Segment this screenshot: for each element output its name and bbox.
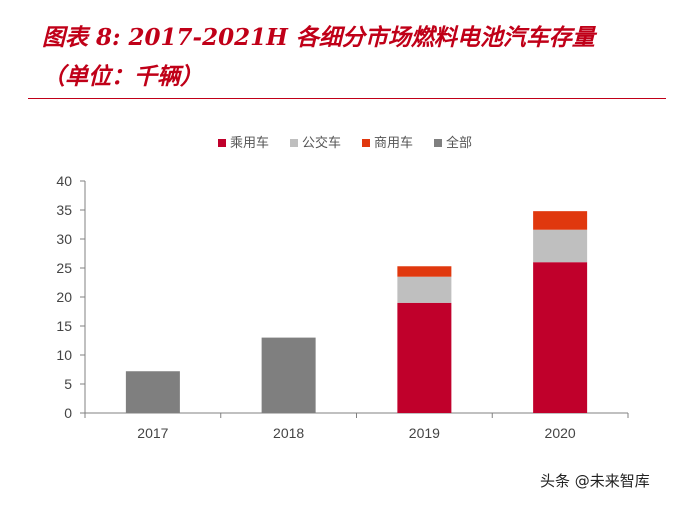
chart-title: 图表 8: 2017-2021H 各细分市场燃料电池汽车存量 （单位：千辆） <box>42 18 672 96</box>
chart-title-line-1: 图表 8: 2017-2021H 各细分市场燃料电池汽车存量 <box>42 24 595 51</box>
bar-2020-商用车 <box>533 211 588 230</box>
y-tick-label: 5 <box>64 376 72 392</box>
y-tick-label: 25 <box>56 260 72 276</box>
bar-2017-全部 <box>125 371 180 413</box>
x-tick-label: 2018 <box>273 425 304 441</box>
legend-swatch-全部 <box>434 139 442 147</box>
watermark: 头条 @未来智库 <box>540 472 650 490</box>
x-tick-label: 2017 <box>137 425 168 441</box>
y-tick-label: 0 <box>64 405 72 421</box>
title-divider <box>28 98 666 99</box>
x-tick-label: 2019 <box>409 425 440 441</box>
y-tick-label: 10 <box>56 347 72 363</box>
y-tick-label: 40 <box>56 173 72 189</box>
legend-swatch-公交车 <box>290 139 298 147</box>
legend-label: 乘用车 <box>230 135 269 151</box>
bar-2019-乘用车 <box>397 302 452 413</box>
legend-swatch-乘用车 <box>218 139 226 147</box>
legend-label: 公交车 <box>302 135 341 151</box>
y-tick-label: 30 <box>56 231 72 247</box>
bar-2019-公交车 <box>397 276 452 303</box>
chart-title-line-2: （单位：千辆） <box>42 63 203 90</box>
x-tick-label: 2020 <box>545 425 576 441</box>
bar-2018-全部 <box>261 337 316 413</box>
y-tick-label: 35 <box>56 202 72 218</box>
legend-label: 全部 <box>446 135 472 151</box>
legend-label: 商用车 <box>374 135 413 151</box>
bar-2020-公交车 <box>533 229 588 263</box>
bar-2019-商用车 <box>397 266 452 277</box>
legend-swatch-商用车 <box>362 139 370 147</box>
bar-2020-乘用车 <box>533 262 588 413</box>
y-tick-label: 20 <box>56 289 72 305</box>
y-tick-label: 15 <box>56 318 72 334</box>
